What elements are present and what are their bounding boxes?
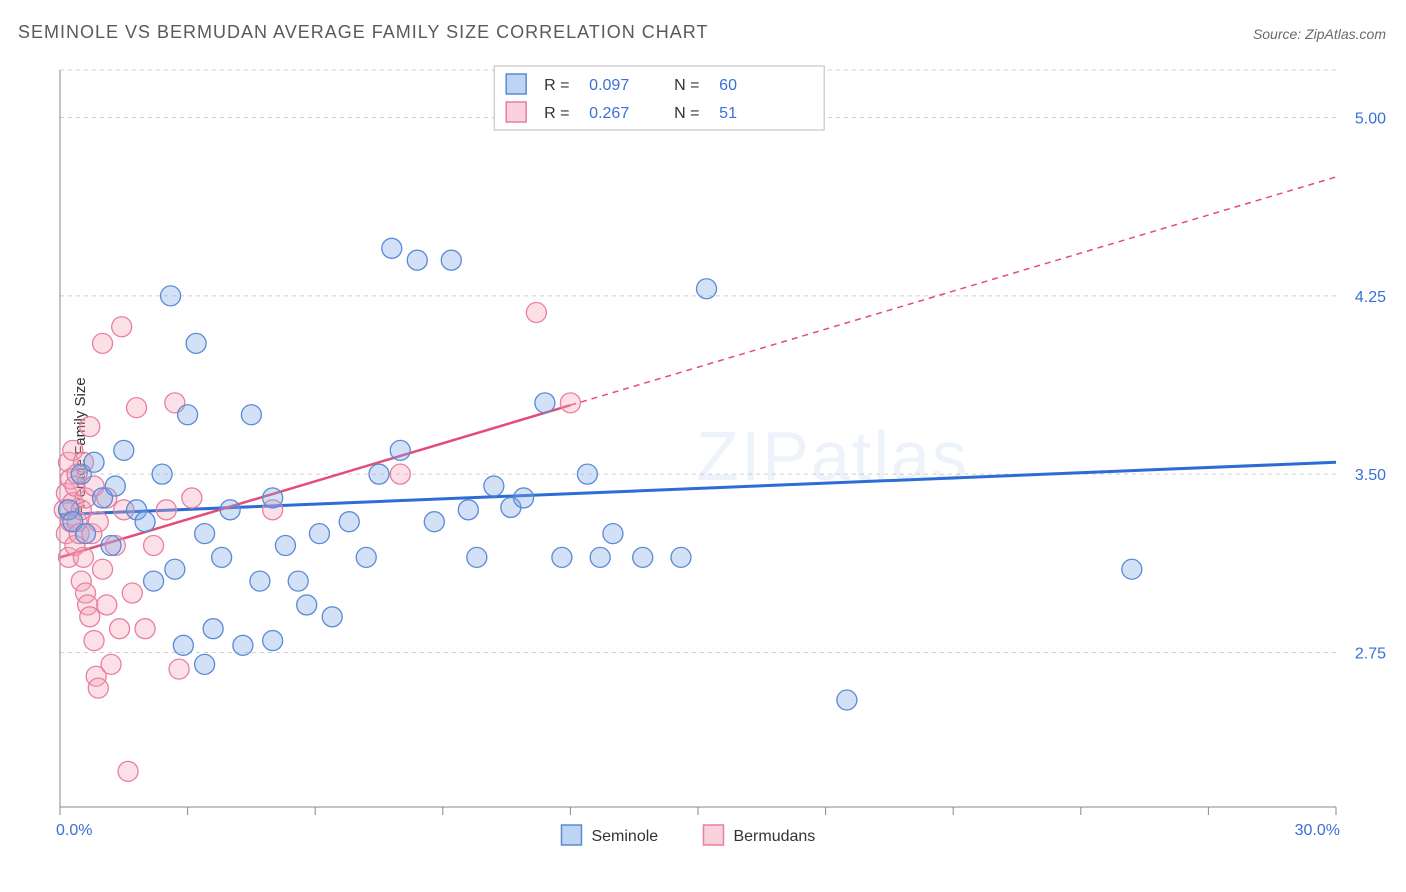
data-point	[407, 250, 427, 270]
data-point	[241, 405, 261, 425]
data-point	[178, 405, 198, 425]
legend-n-label: N =	[674, 77, 699, 94]
legend-r-label: R =	[544, 77, 569, 94]
data-point	[101, 535, 121, 555]
data-point	[84, 452, 104, 472]
data-point	[110, 619, 130, 639]
data-point	[560, 393, 580, 413]
data-point	[424, 512, 444, 532]
legend-label: Seminole	[591, 828, 658, 845]
data-point	[263, 488, 283, 508]
data-point	[263, 631, 283, 651]
data-point	[441, 250, 461, 270]
page-title: SEMINOLE VS BERMUDAN AVERAGE FAMILY SIZE…	[18, 22, 708, 43]
data-point	[186, 333, 206, 353]
data-point	[80, 417, 100, 437]
data-point	[195, 524, 215, 544]
y-tick-label: 3.50	[1355, 467, 1386, 484]
data-point	[309, 524, 329, 544]
data-point	[161, 286, 181, 306]
data-point	[93, 333, 113, 353]
data-point	[322, 607, 342, 627]
data-point	[633, 547, 653, 567]
data-point	[212, 547, 232, 567]
data-point	[577, 464, 597, 484]
legend-n-value: 51	[719, 105, 737, 122]
data-point	[382, 238, 402, 258]
data-point	[105, 476, 125, 496]
data-point	[288, 571, 308, 591]
data-point	[135, 512, 155, 532]
data-point	[101, 654, 121, 674]
legend-swatch	[506, 74, 526, 94]
data-point	[88, 678, 108, 698]
data-point	[458, 500, 478, 520]
data-point	[339, 512, 359, 532]
data-point	[165, 559, 185, 579]
data-point	[118, 761, 138, 781]
scatter-chart: 2.753.504.255.000.0%30.0%ZIPatlasR =0.09…	[50, 60, 1396, 852]
data-point	[97, 595, 117, 615]
data-point	[297, 595, 317, 615]
data-point	[114, 440, 134, 460]
legend-n-label: N =	[674, 105, 699, 122]
data-point	[526, 302, 546, 322]
data-point	[169, 659, 189, 679]
legend-swatch	[561, 825, 581, 845]
legend-swatch	[506, 102, 526, 122]
trend-line-dashed	[570, 177, 1336, 405]
data-point	[127, 398, 147, 418]
data-point	[84, 631, 104, 651]
y-tick-label: 4.25	[1355, 289, 1386, 306]
data-point	[1122, 559, 1142, 579]
legend-n-value: 60	[719, 77, 737, 94]
data-point	[203, 619, 223, 639]
legend-swatch	[703, 825, 723, 845]
data-point	[603, 524, 623, 544]
source-label: Source: ZipAtlas.com	[1253, 26, 1386, 42]
data-point	[122, 583, 142, 603]
data-point	[80, 607, 100, 627]
chart-container: 2.753.504.255.000.0%30.0%ZIPatlasR =0.09…	[50, 60, 1396, 852]
data-point	[182, 488, 202, 508]
data-point	[233, 635, 253, 655]
data-point	[73, 547, 93, 567]
data-point	[112, 317, 132, 337]
x-tick-label: 30.0%	[1295, 822, 1340, 839]
data-point	[144, 571, 164, 591]
data-point	[195, 654, 215, 674]
data-point	[369, 464, 389, 484]
legend-label: Bermudans	[733, 828, 815, 845]
data-point	[390, 440, 410, 460]
data-point	[390, 464, 410, 484]
legend-r-label: R =	[544, 105, 569, 122]
data-point	[135, 619, 155, 639]
data-point	[535, 393, 555, 413]
data-point	[552, 547, 572, 567]
data-point	[484, 476, 504, 496]
data-point	[590, 547, 610, 567]
y-tick-label: 5.00	[1355, 111, 1386, 128]
data-point	[156, 500, 176, 520]
data-point	[220, 500, 240, 520]
legend-r-value: 0.097	[589, 77, 629, 94]
data-point	[76, 524, 96, 544]
data-point	[697, 279, 717, 299]
y-tick-label: 2.75	[1355, 645, 1386, 662]
data-point	[275, 535, 295, 555]
data-point	[93, 559, 113, 579]
legend-r-value: 0.267	[589, 105, 629, 122]
data-point	[152, 464, 172, 484]
data-point	[514, 488, 534, 508]
data-point	[671, 547, 691, 567]
data-point	[356, 547, 376, 567]
data-point	[250, 571, 270, 591]
data-point	[173, 635, 193, 655]
x-tick-label: 0.0%	[56, 822, 92, 839]
data-point	[144, 535, 164, 555]
data-point	[837, 690, 857, 710]
data-point	[467, 547, 487, 567]
